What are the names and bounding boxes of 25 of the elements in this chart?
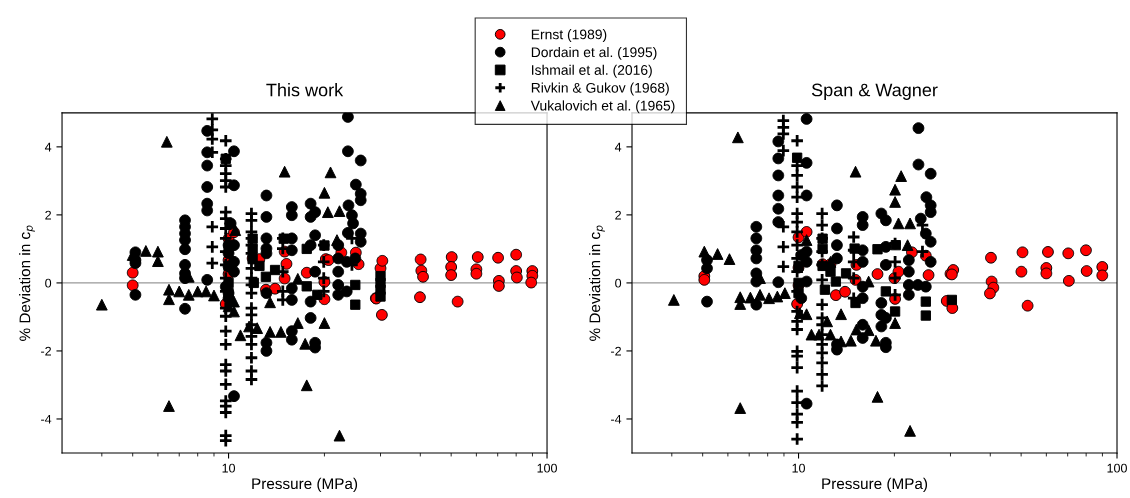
y-tick-label: -2 xyxy=(41,346,51,356)
y-tick-label: -2 xyxy=(611,346,621,356)
legend-label: Dordain et al. (1995) xyxy=(531,46,657,60)
y-tick-label: 0 xyxy=(615,278,622,288)
y-tick-label: 4 xyxy=(44,142,52,152)
y-tick-label: 2 xyxy=(615,210,621,220)
y-tick-label: -4 xyxy=(41,414,52,424)
x-tick-label: 100 xyxy=(537,463,557,473)
x-axis-title: Pressure (MPa) xyxy=(252,477,358,493)
y-tick-label: 0 xyxy=(45,278,52,288)
y-tick-label: -4 xyxy=(611,414,622,424)
x-axis-title: Pressure (MPa) xyxy=(822,477,928,493)
legend-label: Ishmail et al. (2016) xyxy=(532,64,652,78)
x-tick-label: 10 xyxy=(222,463,236,473)
x-tick-label: 100 xyxy=(1107,463,1127,473)
chart-title: Span & Wagner xyxy=(811,83,938,100)
y-tick-label: 2 xyxy=(45,210,51,220)
legend-label: Ernst (1989) xyxy=(531,29,607,43)
y-axis-title: % Deviation in c$_{p}$ xyxy=(19,225,35,341)
chart-title: This work xyxy=(266,83,344,97)
legend-label: Vukalovich et al. (1965) xyxy=(530,100,675,114)
y-tick-label: 4 xyxy=(614,142,622,152)
legend-label: Rivkin & Gukov (1968) xyxy=(531,82,669,96)
y-axis-title: % Deviation in c$_{p}$ xyxy=(589,225,605,341)
x-tick-label: 10 xyxy=(792,463,805,473)
